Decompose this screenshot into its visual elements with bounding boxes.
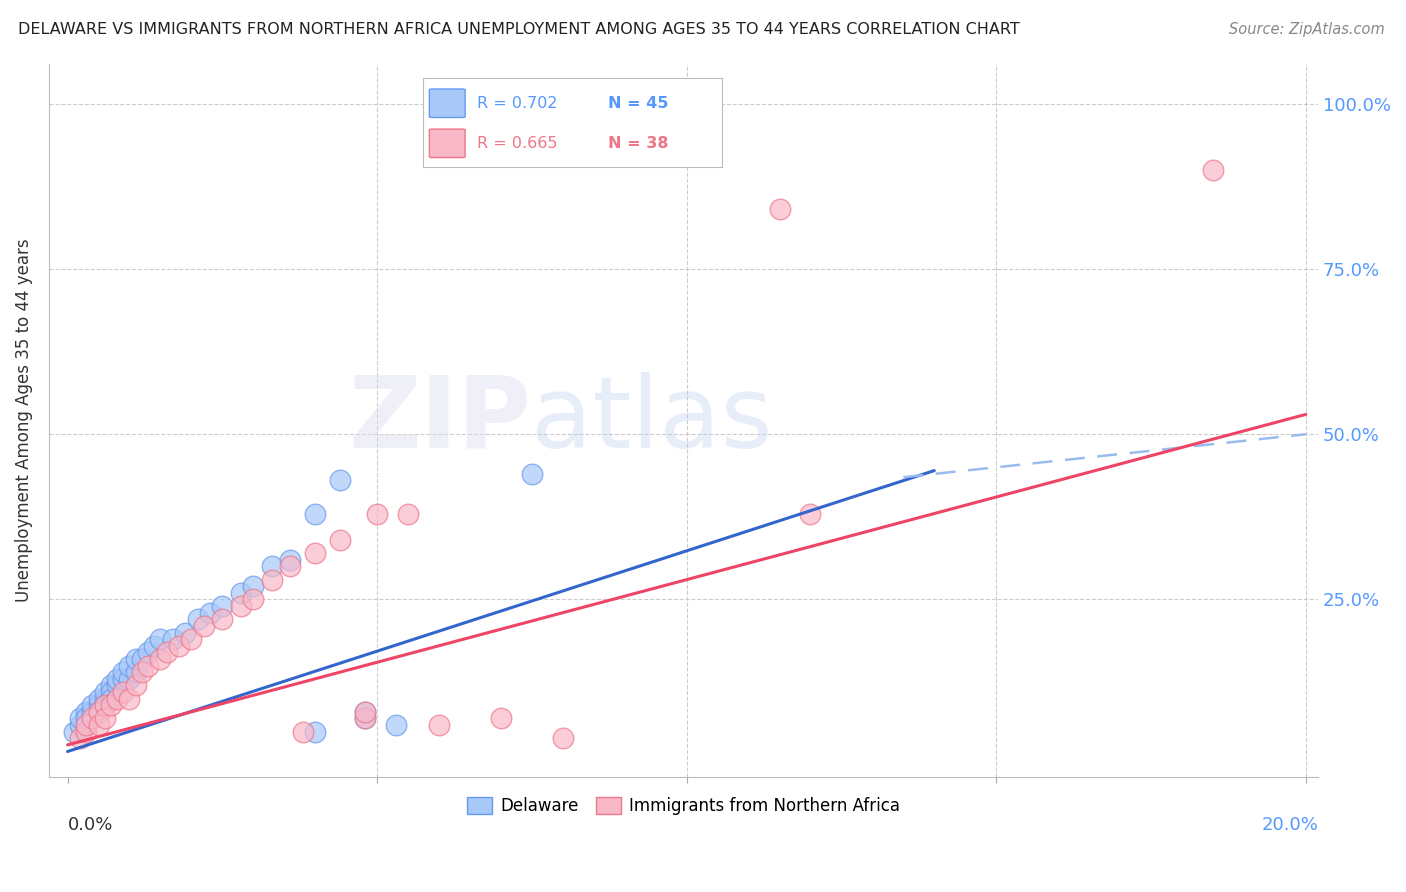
Point xyxy=(396,507,419,521)
Text: Source: ZipAtlas.com: Source: ZipAtlas.com xyxy=(1229,22,1385,37)
Point xyxy=(260,573,283,587)
Point xyxy=(427,718,450,732)
Point xyxy=(551,731,574,746)
Point xyxy=(353,711,375,725)
Point xyxy=(124,665,146,680)
Point xyxy=(353,705,375,719)
Y-axis label: Unemployment Among Ages 35 to 44 years: Unemployment Among Ages 35 to 44 years xyxy=(15,238,32,602)
Point xyxy=(149,652,172,666)
Point xyxy=(799,507,821,521)
Point xyxy=(105,678,128,692)
Point xyxy=(143,639,166,653)
Point xyxy=(75,718,97,732)
Point xyxy=(229,586,252,600)
Point xyxy=(75,718,97,732)
Point xyxy=(768,202,790,217)
Point xyxy=(75,711,97,725)
Point xyxy=(260,559,283,574)
Point xyxy=(136,645,159,659)
Text: ZIP: ZIP xyxy=(349,372,531,469)
Point xyxy=(105,672,128,686)
Point xyxy=(69,711,91,725)
Point xyxy=(353,705,375,719)
Point xyxy=(124,678,146,692)
Point xyxy=(69,731,91,746)
Text: 0.0%: 0.0% xyxy=(67,816,112,834)
Point xyxy=(280,559,302,574)
Point xyxy=(105,691,128,706)
Point xyxy=(329,533,352,547)
Point xyxy=(384,718,406,732)
Point xyxy=(198,606,221,620)
Point xyxy=(131,652,153,666)
Text: DELAWARE VS IMMIGRANTS FROM NORTHERN AFRICA UNEMPLOYMENT AMONG AGES 35 TO 44 YEA: DELAWARE VS IMMIGRANTS FROM NORTHERN AFR… xyxy=(18,22,1019,37)
Point xyxy=(229,599,252,613)
Point xyxy=(93,685,115,699)
Legend: Delaware, Immigrants from Northern Africa: Delaware, Immigrants from Northern Afric… xyxy=(461,790,907,822)
Point xyxy=(93,698,115,713)
Point xyxy=(93,711,115,725)
Point xyxy=(112,672,135,686)
Point xyxy=(112,685,135,699)
Point xyxy=(82,711,104,725)
Point xyxy=(100,685,122,699)
Point xyxy=(131,665,153,680)
Point xyxy=(193,619,215,633)
Point xyxy=(174,625,197,640)
Point xyxy=(489,711,512,725)
Text: atlas: atlas xyxy=(531,372,773,469)
Point xyxy=(87,718,110,732)
Point xyxy=(280,553,302,567)
Point xyxy=(366,507,388,521)
Point xyxy=(87,705,110,719)
Point xyxy=(93,698,115,713)
Point xyxy=(242,592,264,607)
Point xyxy=(82,698,104,713)
Point xyxy=(100,698,122,713)
Point xyxy=(112,665,135,680)
Point xyxy=(75,724,97,739)
Point xyxy=(118,691,141,706)
Point xyxy=(1202,162,1225,177)
Point xyxy=(100,691,122,706)
Point xyxy=(118,658,141,673)
Point xyxy=(69,718,91,732)
Point xyxy=(155,645,177,659)
Point xyxy=(304,546,326,560)
Point xyxy=(100,678,122,692)
Point xyxy=(211,612,233,626)
Point xyxy=(87,691,110,706)
Point xyxy=(87,705,110,719)
Point xyxy=(93,691,115,706)
Point xyxy=(304,724,326,739)
Point xyxy=(75,705,97,719)
Point xyxy=(149,632,172,647)
Point xyxy=(180,632,202,647)
Point xyxy=(62,724,84,739)
Point xyxy=(187,612,209,626)
Point xyxy=(82,705,104,719)
Point xyxy=(242,579,264,593)
Point xyxy=(211,599,233,613)
Text: 20.0%: 20.0% xyxy=(1261,816,1319,834)
Point xyxy=(304,507,326,521)
Point xyxy=(520,467,543,481)
Point xyxy=(118,672,141,686)
Point xyxy=(136,658,159,673)
Point xyxy=(124,652,146,666)
Point xyxy=(329,474,352,488)
Point xyxy=(162,632,184,647)
Point xyxy=(87,698,110,713)
Point xyxy=(291,724,314,739)
Point xyxy=(167,639,190,653)
Point xyxy=(353,711,375,725)
